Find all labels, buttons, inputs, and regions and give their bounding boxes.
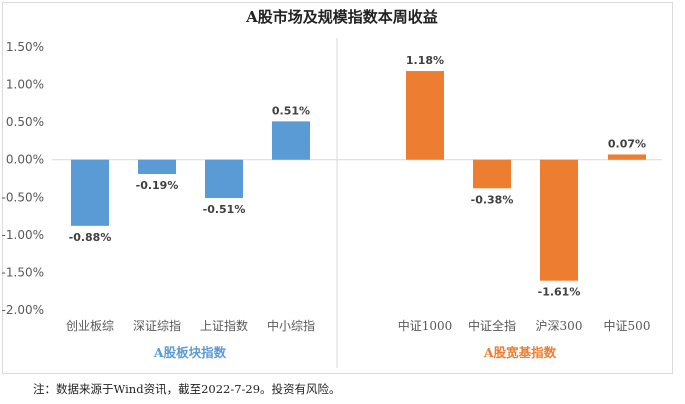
chart-frame	[2, 2, 673, 374]
footnote: 注：数据来源于Wind资讯，截至2022-7-29。投资有风险。	[33, 382, 341, 396]
category-label: 中证500	[604, 318, 651, 333]
y-tick-label: 1.00%	[6, 78, 44, 92]
group-label: A股板块指数	[153, 345, 227, 360]
y-tick-label: 1.50%	[6, 40, 44, 54]
y-tick-label: 0.50%	[6, 115, 44, 129]
bar	[138, 159, 176, 174]
y-tick-label: -1.50%	[2, 265, 44, 279]
y-tick-label: 0.00%	[6, 153, 44, 167]
y-tick-label: -0.50%	[2, 190, 44, 204]
category-label: 上证指数	[200, 318, 248, 333]
category-label: 中证1000	[398, 318, 453, 333]
data-label: 1.18%	[406, 54, 444, 67]
chart-title: A股市场及规模指数本周收益	[245, 8, 438, 26]
bar	[205, 159, 243, 199]
data-label: 0.07%	[608, 137, 646, 150]
data-label: -0.51%	[203, 203, 246, 216]
category-label: 中证全指	[468, 318, 516, 333]
data-label: 0.51%	[272, 104, 310, 117]
bar	[540, 159, 578, 281]
category-label: 创业板综	[66, 319, 114, 333]
bar	[608, 154, 646, 160]
category-label: 深证综指	[133, 318, 181, 333]
category-label: 中小综指	[267, 318, 315, 333]
data-label: -1.61%	[538, 286, 581, 299]
data-label: -0.88%	[69, 231, 112, 244]
group-label: A股宽基指数	[483, 345, 557, 360]
y-tick-label: -1.00%	[2, 228, 44, 242]
bar	[473, 159, 511, 189]
y-tick-label: -2.00%	[2, 303, 44, 317]
bar	[406, 71, 444, 160]
bar	[71, 159, 109, 226]
data-label: -0.19%	[136, 179, 179, 192]
data-label: -0.38%	[471, 193, 514, 206]
bar	[272, 121, 310, 160]
category-label: 沪深300	[536, 319, 583, 333]
